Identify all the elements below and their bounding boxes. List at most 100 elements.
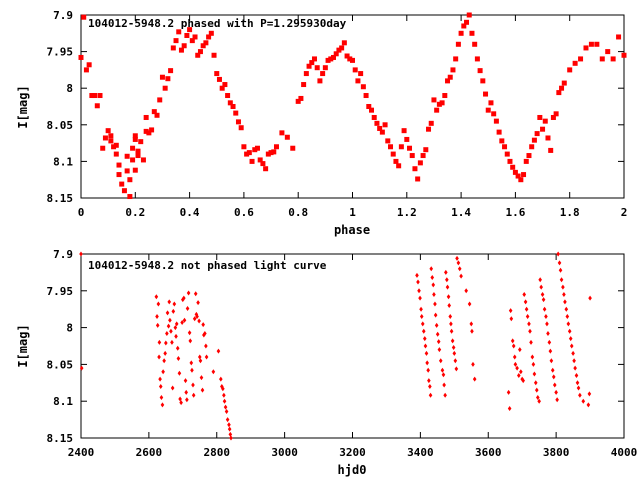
data-point xyxy=(431,97,437,103)
data-point xyxy=(448,314,453,320)
data-point xyxy=(170,45,176,51)
data-point xyxy=(534,131,540,137)
data-point xyxy=(371,114,377,120)
data-point xyxy=(441,372,446,378)
data-point xyxy=(105,128,111,134)
data-point xyxy=(246,150,252,156)
data-point xyxy=(221,386,225,392)
data-point xyxy=(194,311,199,317)
data-point xyxy=(436,101,442,107)
data-point xyxy=(430,275,435,281)
data-point xyxy=(553,111,559,117)
data-point xyxy=(199,375,204,381)
data-point xyxy=(170,339,174,345)
data-point xyxy=(420,321,425,327)
data-point xyxy=(197,318,201,324)
data-point xyxy=(168,68,174,74)
data-point xyxy=(464,19,470,25)
data-point xyxy=(201,322,205,328)
data-point xyxy=(320,71,326,77)
data-point xyxy=(451,344,456,350)
data-point xyxy=(469,30,475,36)
data-point xyxy=(446,294,451,300)
x-tick-label: 1.4 xyxy=(451,206,471,219)
axis-ticks xyxy=(80,253,625,439)
data-point xyxy=(229,435,233,441)
data-point xyxy=(412,166,418,172)
data-point xyxy=(174,321,179,327)
data-point xyxy=(79,251,83,257)
data-point xyxy=(471,361,475,367)
data-point xyxy=(330,54,336,60)
axis-ticks xyxy=(80,14,625,199)
data-point xyxy=(573,365,577,371)
x-tick-label: 1.6 xyxy=(505,206,525,219)
unphased-light-curve-panel: 2400 2600 2800 3000 3200 3400 3600 3800 4000 7.9… xyxy=(16,248,637,477)
data-point xyxy=(379,129,385,135)
data-point xyxy=(521,172,527,178)
data-point xyxy=(92,93,98,99)
phased-light-curve-panel: 0 0.2 0.4 0.6 0.8 1 1.2 1.4 1.6 1.8 2 7.9 7.95 8 8.05… xyxy=(16,9,627,237)
data-point xyxy=(200,387,205,393)
x-tick-label: 3800 xyxy=(543,446,570,459)
data-point xyxy=(223,404,228,410)
data-point xyxy=(311,56,317,62)
data-point xyxy=(513,361,518,367)
data-point xyxy=(509,316,514,322)
y-tick-label: 8.15 xyxy=(47,432,74,445)
x-tick-labels: 0 0.2 0.4 0.6 0.8 1 1.2 1.4 1.6 1.8 2 xyxy=(78,206,628,219)
data-point xyxy=(461,23,467,29)
data-point xyxy=(507,158,513,164)
data-point xyxy=(555,397,559,403)
data-point xyxy=(186,290,191,296)
data-point xyxy=(203,40,209,46)
data-point xyxy=(157,354,161,360)
data-point xyxy=(235,119,241,125)
data-point xyxy=(518,347,522,353)
data-point xyxy=(216,348,221,354)
data-point xyxy=(496,129,502,135)
data-point xyxy=(157,97,163,103)
x-tick-label: 1 xyxy=(349,206,356,219)
data-point xyxy=(193,291,198,297)
x-tick-labels: 2400 2600 2800 3000 3200 3400 3600 3800 4000 xyxy=(68,446,638,459)
data-point xyxy=(534,387,539,393)
data-point xyxy=(434,107,440,113)
data-point xyxy=(417,160,423,166)
data-point xyxy=(420,153,426,159)
data-point xyxy=(469,321,474,327)
data-point xyxy=(474,56,480,62)
data-point xyxy=(455,41,461,47)
data-point xyxy=(439,100,445,106)
data-point xyxy=(532,371,537,377)
data-point xyxy=(166,323,171,329)
data-point xyxy=(547,339,552,345)
data-point xyxy=(546,330,550,336)
data-point xyxy=(227,100,233,106)
data-point xyxy=(566,321,571,327)
data-point xyxy=(211,369,216,375)
x-tick-label: 3200 xyxy=(339,446,366,459)
chart-title: 104012-5948.2 phased with P=1.295930day xyxy=(88,17,347,30)
data-point xyxy=(523,158,529,164)
data-points xyxy=(79,251,592,441)
data-point xyxy=(488,100,494,106)
x-tick-label: 2800 xyxy=(204,446,231,459)
x-tick-label: 0.8 xyxy=(288,206,308,219)
data-point xyxy=(422,336,427,342)
data-point xyxy=(220,383,224,389)
y-tick-label: 7.9 xyxy=(53,248,73,261)
data-point xyxy=(181,43,187,49)
data-point xyxy=(197,49,203,55)
data-point xyxy=(172,301,177,307)
data-point xyxy=(143,128,149,134)
data-point xyxy=(442,382,446,388)
data-point xyxy=(227,422,231,428)
data-point xyxy=(224,409,229,415)
x-tick-label: 0.2 xyxy=(125,206,145,219)
data-point xyxy=(195,314,199,320)
data-point xyxy=(477,68,483,74)
data-point xyxy=(504,151,510,157)
y-tick-label: 7.9 xyxy=(53,9,73,22)
data-point xyxy=(535,395,540,401)
